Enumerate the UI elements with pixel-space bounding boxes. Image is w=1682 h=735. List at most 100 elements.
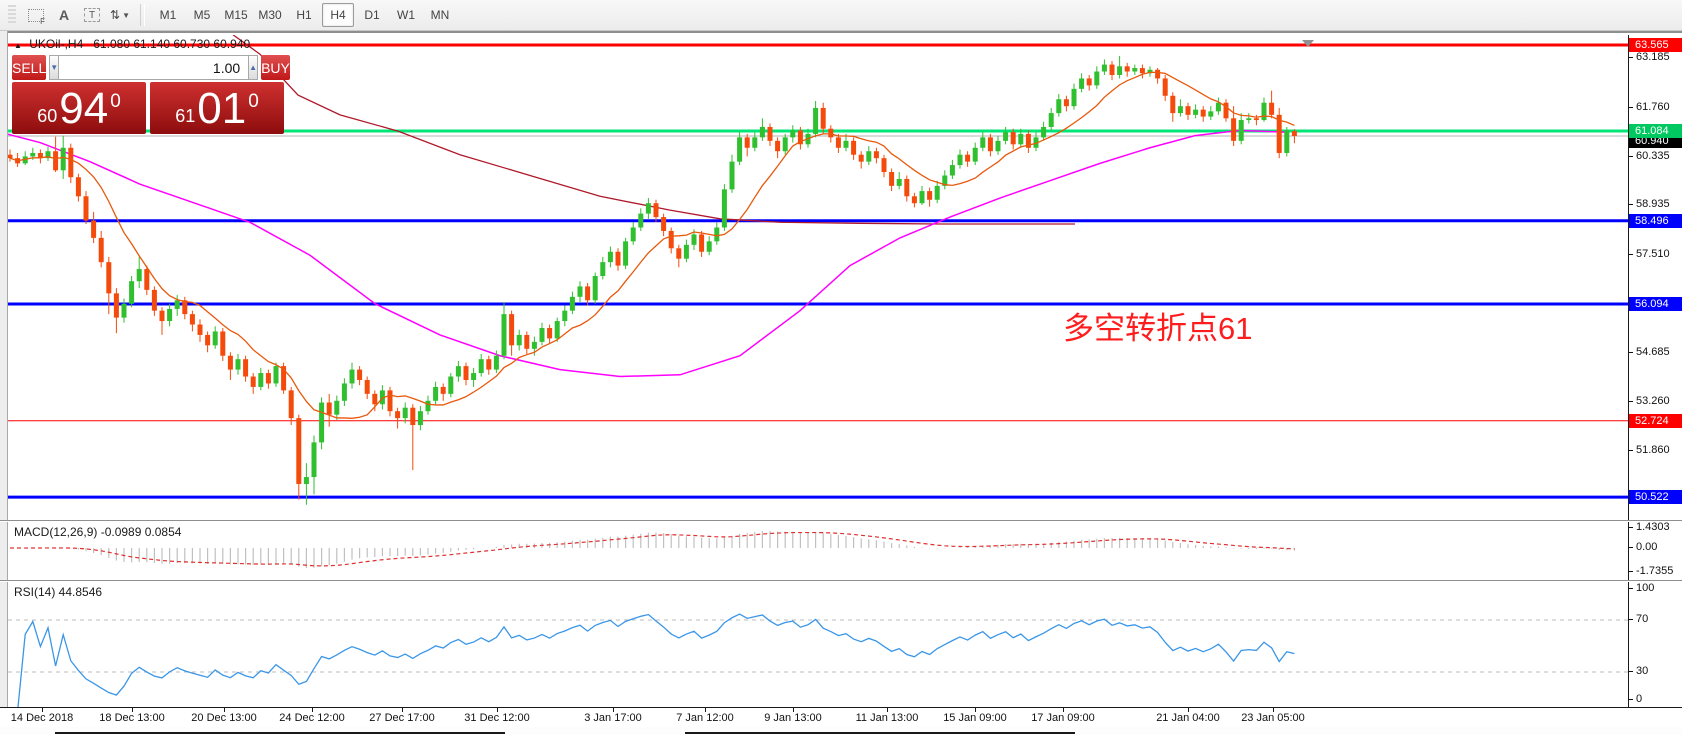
candle-body (463, 366, 469, 380)
arrows-icon: ⇅ (110, 8, 120, 22)
time-tick (402, 708, 403, 712)
candle-body (250, 376, 256, 387)
panel-separator[interactable] (0, 520, 1682, 522)
buy-button[interactable]: BUY (261, 55, 290, 80)
candle-body (1269, 102, 1275, 115)
rsi-label: RSI(14) 44.8546 (14, 585, 103, 599)
candle-body (699, 234, 705, 252)
candle-body (911, 196, 917, 204)
ma-slow-line (232, 35, 1075, 225)
volume-input[interactable] (59, 55, 249, 80)
tab-timeframe-m5[interactable]: M5 (193, 8, 211, 22)
candle-body (30, 152, 36, 157)
candle-body (144, 269, 150, 290)
time-tick-label: 3 Jan 17:00 (584, 712, 642, 724)
candle-body (562, 310, 568, 322)
volume-increase-button[interactable]: ▲ (248, 55, 259, 80)
candle-body (524, 334, 530, 349)
time-tick (793, 708, 794, 712)
candle-body (577, 286, 583, 297)
candle-body (1177, 106, 1183, 114)
candle-body (1147, 69, 1153, 74)
time-tick-label: 21 Jan 04:00 (1156, 712, 1220, 724)
ohlc-values: 61.080 61.140 60.730 60.940 (93, 37, 251, 51)
time-tick-label: 23 Jan 05:00 (1241, 712, 1305, 724)
arrows-dropdown-button[interactable]: ⇅ ▼ (107, 3, 133, 27)
rsi-plot (8, 613, 1628, 707)
tab-timeframe-h1[interactable]: H1 (296, 8, 312, 22)
candle-body (281, 366, 287, 391)
candle-body (554, 321, 560, 339)
dotted-grid-f-icon[interactable]: F (23, 3, 49, 27)
candle-body (934, 185, 940, 200)
time-tick (224, 708, 225, 712)
sell-button[interactable]: SELL (12, 55, 47, 80)
candle-body (91, 220, 97, 238)
candle-body (942, 175, 948, 186)
candle-body (904, 178, 910, 197)
time-tick-label: 18 Dec 13:00 (99, 712, 165, 724)
tab-timeframe-w1[interactable]: W1 (397, 8, 415, 22)
candle-body (433, 386, 439, 401)
candle-body (531, 341, 537, 349)
time-tick-label: 31 Dec 12:00 (464, 712, 530, 724)
window-left-border (0, 31, 8, 735)
time-tick (312, 708, 313, 712)
candle-body (296, 418, 302, 484)
candle-body (706, 241, 712, 252)
tab-timeframe-m15[interactable]: M15 (224, 8, 248, 22)
tab-timeframe-m30[interactable]: M30 (258, 8, 282, 22)
ma-fast-line (9, 71, 1295, 419)
candle-body (1231, 118, 1237, 141)
toolbar-grip[interactable] (8, 5, 16, 25)
main-chart-panel[interactable]: ▲ UKOil-,H4 61.080 61.140 60.730 60.940 … (8, 35, 1628, 520)
candle-body (417, 411, 423, 426)
sell-price-quote[interactable]: 60 94 0 (12, 82, 146, 134)
candle-body (197, 324, 203, 335)
candle-body (243, 359, 249, 377)
candle-body (683, 244, 689, 259)
candle-body (1223, 102, 1229, 119)
candle-body (471, 373, 477, 380)
candle-body (1139, 68, 1145, 74)
time-tick (613, 708, 614, 712)
macd-panel[interactable]: MACD(12,26,9) -0.0989 0.0854 (8, 522, 1628, 580)
toolbar: F A T ⇅ ▼ M1 M5 M15 M30 H1 H4 D1 W1 MN (0, 0, 1682, 31)
candle-body (775, 140, 781, 152)
buy-price-quote[interactable]: 61 01 0 (150, 82, 284, 134)
candle-body (227, 355, 233, 370)
tab-timeframe-mn[interactable]: MN (430, 8, 450, 22)
price-scale[interactable]: 63.185 61.760 60.335 58.935 57.510 54.685 53.2… (1628, 35, 1682, 520)
rsi-scale: 100 70 30 0 (1628, 582, 1682, 707)
panel-separator[interactable] (0, 580, 1682, 582)
candle-body (759, 126, 765, 138)
time-axis[interactable]: 14 Dec 2018 18 Dec 13:00 20 Dec 13:00 24 De… (0, 707, 1682, 727)
candle-body (1200, 109, 1206, 117)
candle-body (265, 373, 271, 384)
candle-body (1041, 126, 1047, 138)
candle-body (509, 314, 515, 346)
candle-body (828, 128, 834, 138)
candle-body (630, 227, 636, 242)
collapse-triangle-icon[interactable]: ▲ (14, 41, 22, 50)
candle-body (1238, 120, 1244, 141)
candle-body (676, 248, 682, 259)
candle-body (1261, 102, 1267, 121)
tab-timeframe-m1[interactable]: M1 (159, 8, 177, 22)
candle-body (729, 161, 735, 190)
candle-body (615, 251, 621, 266)
volume-decrease-button[interactable]: ▼ (49, 55, 60, 80)
candle-body (60, 147, 66, 171)
price-tag-label: 58.496 (1629, 213, 1682, 228)
candle-body (372, 393, 378, 405)
text-label-icon[interactable]: A (58, 7, 70, 23)
candle-body (569, 296, 575, 311)
candle-body (341, 383, 347, 401)
time-tick-label: 20 Dec 13:00 (191, 712, 257, 724)
tab-timeframe-h4[interactable]: H4 (322, 3, 354, 27)
tab-timeframe-d1[interactable]: D1 (364, 8, 380, 22)
time-tick-label: 17 Jan 09:00 (1031, 712, 1095, 724)
text-box-icon[interactable]: T (79, 3, 105, 27)
rsi-panel[interactable]: RSI(14) 44.8546 (8, 582, 1628, 707)
candle-body (600, 262, 606, 277)
